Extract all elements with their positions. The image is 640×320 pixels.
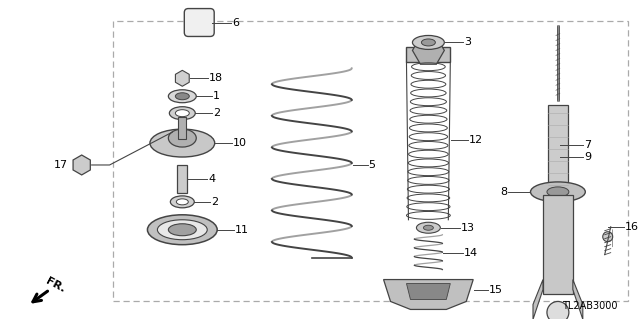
Text: 7: 7 [584, 140, 591, 150]
FancyBboxPatch shape [548, 105, 568, 190]
Ellipse shape [177, 199, 188, 205]
Ellipse shape [170, 107, 195, 120]
Ellipse shape [150, 129, 214, 157]
Text: 14: 14 [464, 248, 478, 258]
Text: 18: 18 [209, 73, 223, 83]
Text: 11: 11 [235, 225, 249, 235]
FancyBboxPatch shape [179, 117, 186, 139]
Ellipse shape [531, 182, 586, 202]
Polygon shape [533, 280, 543, 319]
FancyBboxPatch shape [184, 9, 214, 36]
Text: 4: 4 [208, 174, 215, 184]
Polygon shape [406, 284, 451, 300]
Text: 3: 3 [464, 37, 471, 47]
Ellipse shape [547, 187, 569, 197]
Text: TL2AB3000: TL2AB3000 [562, 301, 618, 311]
Text: 16: 16 [625, 222, 639, 232]
Ellipse shape [421, 39, 435, 46]
Ellipse shape [424, 225, 433, 230]
Text: 15: 15 [489, 284, 503, 294]
FancyBboxPatch shape [543, 195, 573, 294]
Ellipse shape [168, 90, 196, 103]
Text: 8: 8 [500, 187, 507, 197]
Text: FR.: FR. [44, 276, 67, 294]
Text: 10: 10 [233, 138, 247, 148]
Text: 2: 2 [213, 108, 220, 118]
Text: 6: 6 [232, 18, 239, 28]
Text: 9: 9 [584, 152, 591, 162]
Text: 12: 12 [469, 135, 483, 145]
Text: 17: 17 [54, 160, 68, 170]
FancyBboxPatch shape [177, 165, 188, 193]
Polygon shape [383, 280, 473, 309]
Ellipse shape [170, 196, 195, 208]
Ellipse shape [412, 36, 444, 49]
Ellipse shape [547, 301, 569, 320]
Text: 13: 13 [461, 223, 476, 233]
Ellipse shape [175, 93, 189, 100]
Ellipse shape [603, 232, 612, 242]
Text: 1: 1 [213, 91, 220, 101]
Ellipse shape [147, 215, 217, 245]
Ellipse shape [168, 129, 196, 147]
Ellipse shape [417, 222, 440, 233]
FancyBboxPatch shape [406, 47, 451, 62]
Text: 2: 2 [211, 197, 218, 207]
Polygon shape [573, 280, 583, 319]
Ellipse shape [157, 220, 207, 240]
Ellipse shape [168, 224, 196, 236]
Ellipse shape [175, 110, 189, 117]
Text: 5: 5 [369, 160, 376, 170]
